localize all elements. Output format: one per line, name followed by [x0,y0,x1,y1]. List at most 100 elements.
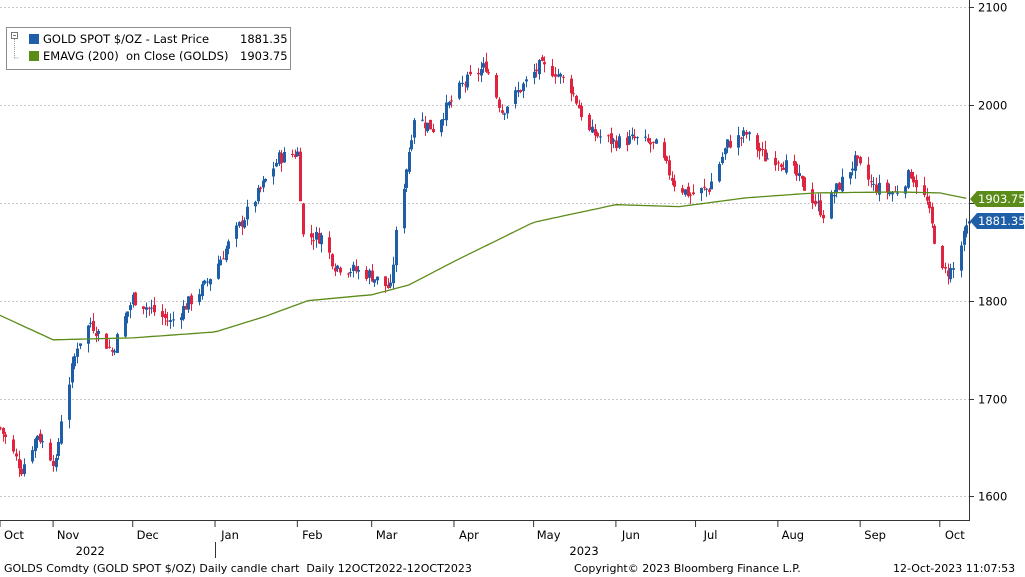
candle-body [318,233,321,244]
candle [76,342,79,364]
candle [710,173,713,190]
candle [952,261,955,278]
candle-body [517,89,520,93]
candle-body [538,60,541,75]
candle [39,429,42,444]
candle-body [904,186,907,194]
candle [631,127,634,140]
candle [907,169,910,190]
candle [835,182,838,198]
legend-row-ema: EMAVG (200) on Close (GOLDS) 1903.75 [29,48,288,64]
candle [222,250,225,260]
x-tick-label: Oct [4,528,24,542]
candle-body [575,95,578,104]
candle-body [426,122,429,132]
candle [485,52,488,73]
candle-body [965,225,968,234]
candle [756,132,759,158]
candle-body [280,153,283,164]
candle [878,174,881,202]
candle [684,189,687,197]
candle-body [60,421,63,444]
year-label: 2022 [76,544,105,558]
candle [334,263,337,277]
candle-body [878,182,881,195]
candle [20,460,23,476]
candle-body [312,240,315,242]
candle-body [578,104,581,109]
candle-body [275,162,278,167]
candle-body [915,179,918,188]
candle-body [413,120,416,138]
candle-body [395,229,398,266]
candle [458,80,461,101]
candle-body [580,105,583,118]
candle-body [541,57,544,61]
candle [838,181,841,191]
candle [357,265,360,280]
candle-body [113,350,116,353]
candle [543,56,546,73]
candle [814,194,817,207]
candle [450,95,453,108]
legend-row-price: GOLD SPOT $/OZ - Last Price 1881.35 [29,31,288,47]
candle [180,313,183,329]
candle-body [150,307,153,309]
candle-body [748,132,751,135]
candle [822,210,825,224]
candle [352,261,355,278]
candle [278,150,281,166]
candle-body [185,305,188,310]
candle [105,333,108,349]
candle [79,343,82,350]
candle [429,119,432,130]
candle-body [387,284,390,289]
candle [758,142,761,160]
candle-body [867,164,870,180]
candle [578,99,581,109]
candle [296,147,299,157]
footer-timestamp: 12-Oct-2023 11:07:53 [893,562,1016,575]
candle-body [830,193,833,219]
candle-body [18,459,21,469]
candle-body [817,201,820,203]
candle-body [469,71,472,75]
candle-body [458,82,461,99]
candle [182,300,185,321]
candle [331,253,334,270]
candle [811,182,814,210]
candle [626,131,629,152]
candle-body [278,152,281,164]
candle-body [225,248,228,261]
candle-body [835,183,838,194]
candle-body [668,160,671,176]
candle [328,231,331,259]
candle-body [166,320,169,322]
candle [888,183,891,197]
candle [740,136,743,147]
x-tick-label: Mar [376,528,398,542]
candle [671,171,674,186]
price-tags: 1903.75 1881.35 [970,191,1025,229]
candle-body [246,206,249,220]
candle-body [933,225,936,244]
candle [320,232,323,253]
candle [480,61,483,83]
candle [73,353,76,370]
candle [594,123,597,142]
candle [557,68,560,78]
candle-body [55,457,58,468]
candle-body [795,163,798,176]
candle-body [429,119,432,130]
legend-price-label: GOLD SPOT $/OZ - Last Price [43,32,210,46]
candle-body [291,153,294,155]
candle-body [272,168,275,177]
candle [949,263,952,283]
candle-body [708,189,711,192]
candle [477,68,480,82]
candle [336,264,339,272]
candle-body [403,188,406,229]
x-tick-label: Aug [782,528,804,542]
candle [291,149,294,158]
candle [588,112,591,132]
